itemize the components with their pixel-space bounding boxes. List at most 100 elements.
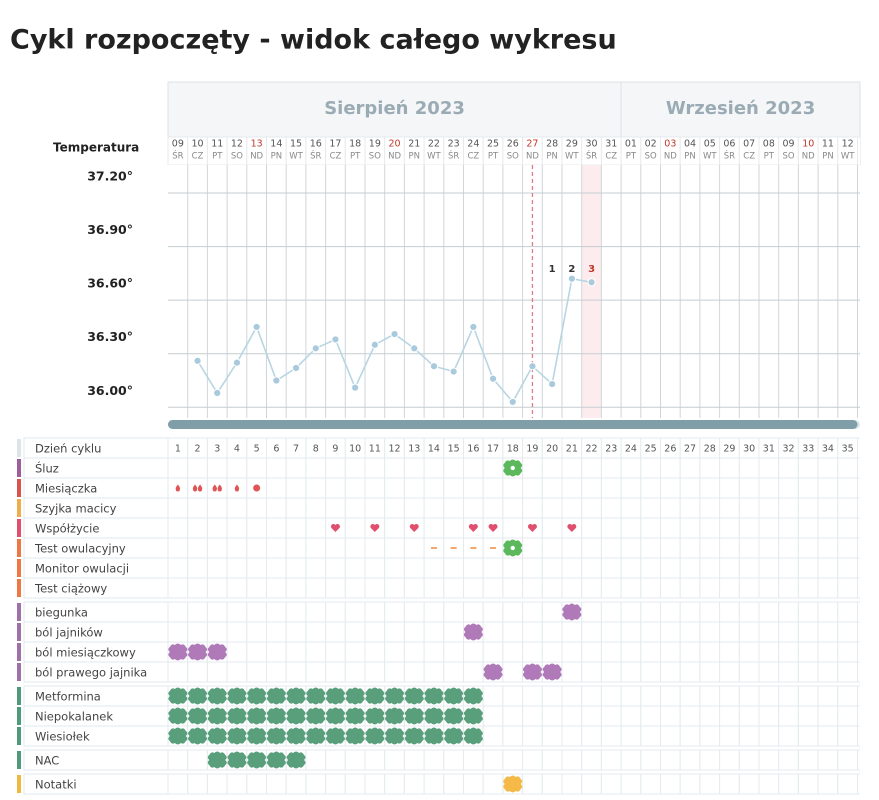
row-cell [403,641,425,663]
row-cell [305,517,327,539]
date-weekday: ŚR [448,150,459,162]
y-tick-label: 36.90° [87,222,133,237]
symptom-mark [503,775,523,793]
row-cell [266,517,287,539]
row-cell [364,773,386,795]
row-cell [206,773,228,795]
row-cell [837,477,858,499]
row-cell [266,477,287,499]
y-tick-label: 36.60° [87,276,133,291]
row-cell [325,537,346,559]
row-cell [482,477,504,499]
row-cell [797,749,819,771]
row-cell [206,557,228,579]
row-cell [206,517,228,539]
symptom-mark [247,707,267,725]
symptom-mark [188,643,208,661]
heart-mark [527,524,537,532]
symptom-mark [463,623,483,641]
row-cell [305,749,327,771]
date-weekday: PT [626,152,637,162]
row-cell [640,537,661,559]
symptom-mark [463,727,483,745]
row-cell [285,621,307,643]
row-cell [581,577,602,599]
row-cell [403,497,425,519]
row-cell [679,621,701,643]
row-cell [423,517,445,539]
cycle-day: 4 [234,444,240,455]
symptom-mark [227,727,247,745]
cycle-day: 25 [645,444,657,455]
row-cell [719,749,740,771]
symptom-mark [168,707,188,725]
row-color-bar [17,479,21,497]
row-cell [561,457,583,479]
row-cell [620,641,642,663]
symptom-mark [444,707,464,725]
symptom-mark [247,687,267,705]
row-cell [187,557,208,579]
row-cell [699,641,721,663]
row-cell [187,517,208,539]
row-cell [600,685,622,707]
row-cell [344,517,366,539]
symptom-mark [424,707,444,725]
cycle-day: 15 [448,444,460,455]
row-cell [384,537,405,559]
progress-bar [168,420,858,429]
temperature-point [291,363,301,373]
date-weekday: WT [427,152,441,162]
row-cell [364,557,386,579]
row-cell [837,497,858,519]
row-cell [660,705,681,727]
row-cell [246,457,268,479]
date-weekday: SO [231,152,243,162]
row-cell [403,773,425,795]
row-cell [561,537,583,559]
symptom-mark [188,687,208,705]
row-cell [581,621,602,643]
row-label: Monitor owulacji [35,562,129,576]
symptom-mark [266,687,286,705]
row-cell [187,773,208,795]
heart-mark [370,524,380,532]
date-cell [857,136,860,166]
date-day: 09 [783,139,795,150]
date-weekday: PT [488,152,499,162]
row-cell [679,537,701,559]
row-label: Metformina [35,690,101,704]
date-day: 13 [251,139,263,150]
row-cell [640,749,661,771]
cycle-day: 28 [704,444,716,455]
row-cell [226,557,248,579]
row-cell [325,661,346,683]
row-cell [640,621,661,643]
row-cell [502,749,524,771]
row-cell [266,457,287,479]
row-cell [246,537,268,559]
row-cell [837,641,858,663]
row-cell [522,557,543,579]
row-cell [325,577,346,599]
row-cell [561,621,583,643]
cycle-day: 31 [763,444,775,455]
date-day: 23 [448,139,460,150]
row-cell [640,577,661,599]
row-cell [443,557,464,579]
date-weekday: ND [388,152,401,162]
row-cell [226,661,248,683]
row-cell [325,557,346,579]
row-cell [522,725,543,747]
date-weekday: CZ [192,152,204,162]
row-cell [620,601,642,623]
row-cell [443,773,464,795]
date-weekday: SO [507,152,519,162]
temperature-point [410,344,419,353]
row-cell [857,517,860,539]
row-color-bar [17,643,21,661]
row-cell [600,725,622,747]
row-cell [778,537,799,559]
row-cell [817,685,839,707]
row-cell [699,749,721,771]
